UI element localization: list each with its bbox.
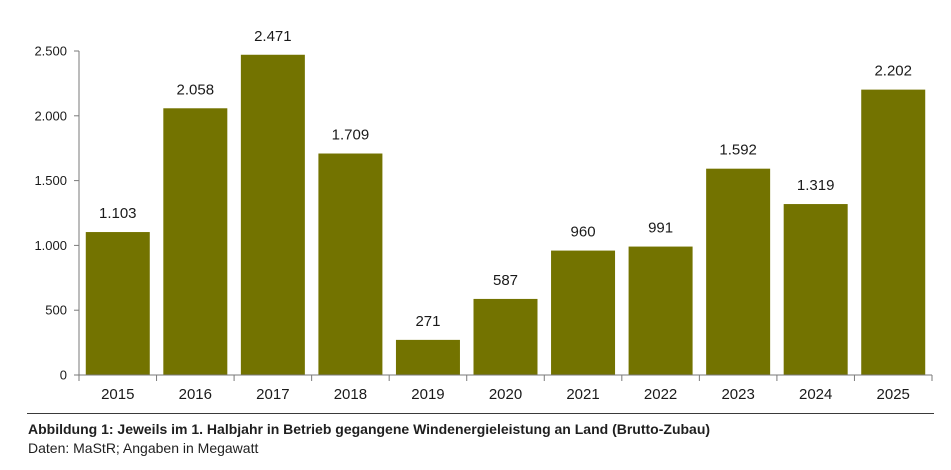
data-label: 1.592 bbox=[719, 142, 757, 159]
bar bbox=[318, 153, 383, 375]
x-tick-label: 2022 bbox=[644, 386, 677, 403]
y-tick-label: 2.000 bbox=[34, 108, 67, 123]
bar bbox=[706, 168, 771, 375]
x-tick-label: 2025 bbox=[877, 386, 910, 403]
x-tick-label: 2024 bbox=[799, 386, 832, 403]
data-label: 271 bbox=[415, 313, 440, 330]
data-label: 2.471 bbox=[254, 28, 292, 45]
bar bbox=[861, 89, 926, 376]
caption-divider bbox=[27, 413, 934, 414]
bar bbox=[628, 246, 693, 375]
bar bbox=[163, 108, 228, 375]
bar bbox=[473, 298, 538, 375]
data-label: 960 bbox=[571, 224, 596, 241]
y-tick-label: 1.500 bbox=[34, 173, 67, 188]
data-label: 1.709 bbox=[332, 127, 370, 144]
bar-chart: 0 500 1.000 1.500 2.000 2.500 1.103 2.058 2.471 1… bbox=[34, 28, 933, 403]
x-tick-label: 2017 bbox=[256, 386, 289, 403]
y-tick-label: 1.000 bbox=[34, 238, 67, 253]
x-tick-label: 2021 bbox=[566, 386, 599, 403]
figure-caption: Abbildung 1: Jeweils im 1. Halbjahr in B… bbox=[28, 421, 711, 437]
x-tick-label: 2016 bbox=[179, 386, 212, 403]
x-tick-label: 2020 bbox=[489, 386, 522, 403]
x-tick-label: 2019 bbox=[411, 386, 444, 403]
data-label: 2.202 bbox=[874, 63, 912, 80]
bar bbox=[783, 204, 848, 375]
bar bbox=[551, 250, 616, 375]
y-tick-label: 2.500 bbox=[34, 44, 67, 59]
y-tick-label: 0 bbox=[60, 368, 67, 383]
chart-area: 0 500 1.000 1.500 2.000 2.500 1.103 2.058 2.471 1… bbox=[34, 28, 933, 403]
data-label: 587 bbox=[493, 272, 518, 289]
bar bbox=[240, 54, 305, 376]
data-label: 1.319 bbox=[797, 177, 835, 194]
bar bbox=[395, 339, 460, 375]
x-tick-label: 2023 bbox=[721, 386, 754, 403]
bar bbox=[85, 232, 150, 375]
y-tick-label: 500 bbox=[45, 303, 67, 318]
x-tick-label: 2015 bbox=[101, 386, 134, 403]
data-source-note: Daten: MaStR; Angaben in Megawatt bbox=[28, 440, 259, 456]
data-label: 991 bbox=[648, 220, 673, 237]
data-label: 2.058 bbox=[177, 81, 215, 98]
x-tick-label: 2018 bbox=[334, 386, 367, 403]
data-label: 1.103 bbox=[99, 205, 137, 222]
